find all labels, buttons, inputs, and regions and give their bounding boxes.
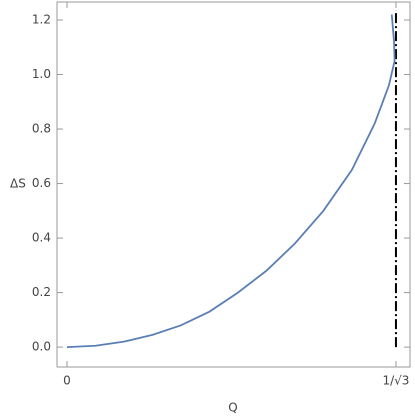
y-tick-label: 0.0 bbox=[32, 340, 51, 354]
y-tick-label: 0.4 bbox=[32, 231, 51, 245]
y-tick-label: 0.2 bbox=[32, 285, 51, 299]
frame bbox=[56, 1, 411, 368]
line bbox=[66, 14, 396, 348]
y-axis-label: ΔS bbox=[10, 177, 26, 191]
y-tick-label: 0.8 bbox=[32, 122, 51, 136]
y-tick-label: 0.6 bbox=[32, 176, 51, 190]
x-tick-label: 1/√3 bbox=[382, 374, 409, 388]
x-axis-label: Q bbox=[228, 401, 237, 415]
y-tick-label: 1.2 bbox=[32, 12, 51, 26]
x-tick-label: 0 bbox=[63, 374, 71, 388]
y-tick-label: 1.0 bbox=[32, 67, 51, 81]
